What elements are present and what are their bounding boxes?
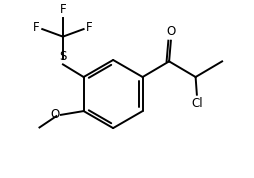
Text: F: F xyxy=(33,21,40,34)
Text: F: F xyxy=(60,3,66,16)
Text: Cl: Cl xyxy=(191,97,203,110)
Text: F: F xyxy=(86,21,93,34)
Text: S: S xyxy=(59,50,67,63)
Text: O: O xyxy=(50,108,60,121)
Text: O: O xyxy=(166,25,176,38)
